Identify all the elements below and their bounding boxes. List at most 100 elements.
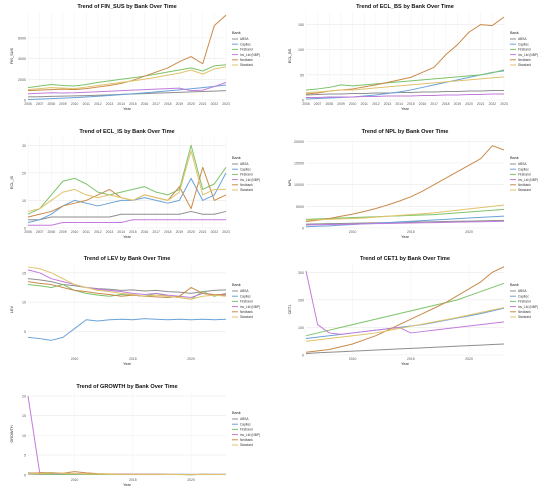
x-tick-label: 2016 [141, 230, 149, 234]
legend-title: Bank [232, 283, 241, 287]
series-line-standard [27, 266, 227, 300]
series-line-standard [305, 307, 505, 342]
x-tick-label: 2017 [152, 230, 160, 234]
legend-label: Nedbank [518, 183, 531, 187]
x-tick-label: 2022 [489, 102, 497, 106]
chart-panel-7: Trend of GROWTH by Bank Over Time 0 5 10 15 2… [10, 384, 260, 487]
series-line-inv-ltd-nbp [27, 81, 227, 95]
x-tick-label: 2008 [326, 102, 334, 106]
x-axis-label: Year [401, 362, 409, 366]
x-tick-label: 2023 [222, 230, 230, 234]
series-line-standard [28, 472, 226, 476]
legend-label: Inv_Ltd (NBP) [240, 433, 260, 437]
series-line-absa [305, 89, 504, 96]
x-tick-label: 2020 [187, 230, 195, 234]
y-tick-label: 20000 [294, 140, 304, 144]
legend-label: ABSA [240, 289, 249, 293]
chart-title: Trend of ECL_IS by Bank Over Time [79, 129, 174, 135]
legend-label: Firstrand [518, 48, 531, 52]
x-tick-label: 2017 [430, 102, 438, 106]
x-axis-label: Year [123, 235, 131, 239]
x-tick-label: 2015 [407, 102, 415, 106]
legend-label: ABSA [240, 162, 249, 166]
x-tick-label: 2018 [164, 230, 172, 234]
series-line-firstrand [27, 144, 227, 215]
x-tick-label: 2010 [349, 102, 357, 106]
legend-label: Nedbank [518, 58, 531, 62]
x-tick-label: 2012 [94, 102, 102, 106]
y-tick-label: 5000 [296, 205, 304, 209]
x-tick-label: 2020 [465, 230, 473, 234]
legend-label: Capitec [240, 167, 251, 171]
series-line-nedbank [305, 145, 505, 222]
series-line-capitec [27, 84, 227, 100]
series-line-firstrand [305, 69, 505, 91]
series-line-absa [27, 278, 227, 294]
legend-label: Capitec [240, 294, 251, 298]
legend-label: Firstrand [240, 173, 253, 177]
legend-label: Standard [240, 315, 253, 319]
series-line-inv-ltd-nbp [28, 219, 226, 226]
x-tick-label: 2015 [129, 478, 137, 482]
series-line-nedbank [305, 266, 505, 353]
legend-label: ABSA [518, 289, 527, 293]
legend-label: Inv_Ltd (NBP) [240, 178, 260, 182]
x-tick-label: 2021 [199, 102, 207, 106]
y-tick-label: 0 [302, 227, 304, 231]
x-tick-label: 2020 [465, 357, 473, 361]
y-axis-label: NPL [288, 179, 292, 186]
series-line-absa [28, 210, 227, 221]
legend-label: Nedbank [518, 310, 531, 314]
series-line-firstrand [305, 282, 505, 337]
y-tick-label: 0 [24, 99, 26, 103]
legend-label: Standard [240, 443, 253, 447]
x-tick-label: 2010 [349, 357, 357, 361]
series-line-inv-ltd-nbp [305, 220, 505, 226]
x-tick-label: 2011 [361, 102, 368, 106]
legend-label: Capitec [240, 422, 251, 426]
y-tick-label: 100 [298, 326, 304, 330]
x-tick-label: 2019 [176, 102, 184, 106]
legend-label: Capitec [518, 294, 529, 298]
x-tick-label: 2015 [407, 230, 415, 234]
x-tick-label: 2017 [152, 102, 160, 106]
legend-label: ABSA [240, 417, 249, 421]
series-line-standard [305, 204, 505, 221]
x-tick-label: 2010 [71, 102, 79, 106]
y-tick-label: 0 [302, 354, 304, 358]
y-axis-label: CET1 [288, 305, 292, 315]
x-tick-label: 2013 [106, 230, 114, 234]
x-tick-label: 2007 [36, 230, 44, 234]
x-tick-label: 2012 [372, 102, 380, 106]
chart-panel-4: Trend of NPL by Bank Over Time 0 5000 10000… [288, 129, 538, 239]
chart-panel-2: Trend of ECL_BS by Bank Over Time 0 50 100 1… [288, 4, 538, 111]
y-tick-label: 15000 [294, 162, 304, 166]
legend-label: Standard [240, 63, 253, 67]
y-axis-label: GROWTH [10, 425, 14, 443]
x-tick-label: 2020 [187, 357, 195, 361]
y-tick-label: 0 [302, 99, 304, 103]
legend-label: Capitec [518, 42, 529, 46]
x-tick-label: 2014 [395, 102, 403, 106]
y-tick-label: 2000 [18, 78, 26, 82]
legend-label: Inv_Ltd (NBP) [240, 305, 260, 309]
x-axis-label: Year [401, 235, 409, 239]
y-tick-label: 50 [300, 73, 304, 77]
series-line-capitec [27, 318, 227, 341]
y-tick-label: 6000 [18, 36, 26, 40]
legend-title: Bank [510, 31, 519, 35]
legend-label: Inv_Ltd (NBP) [518, 53, 538, 57]
legend-label: Nedbank [240, 438, 253, 442]
x-tick-label: 2018 [164, 102, 172, 106]
series-line-standard [305, 76, 505, 93]
y-tick-label: 200 [298, 298, 304, 302]
legend-title: Bank [232, 411, 241, 415]
x-tick-label: 2009 [337, 102, 345, 106]
chart-title: Trend of FIN_SUS by Bank Over Time [77, 4, 176, 10]
x-tick-label: 2022 [211, 230, 219, 234]
x-tick-label: 2009 [59, 230, 67, 234]
x-tick-label: 2009 [59, 102, 67, 106]
x-tick-label: 2010 [71, 478, 79, 482]
series-line-nedbank [305, 16, 505, 95]
x-tick-label: 2019 [454, 102, 462, 106]
